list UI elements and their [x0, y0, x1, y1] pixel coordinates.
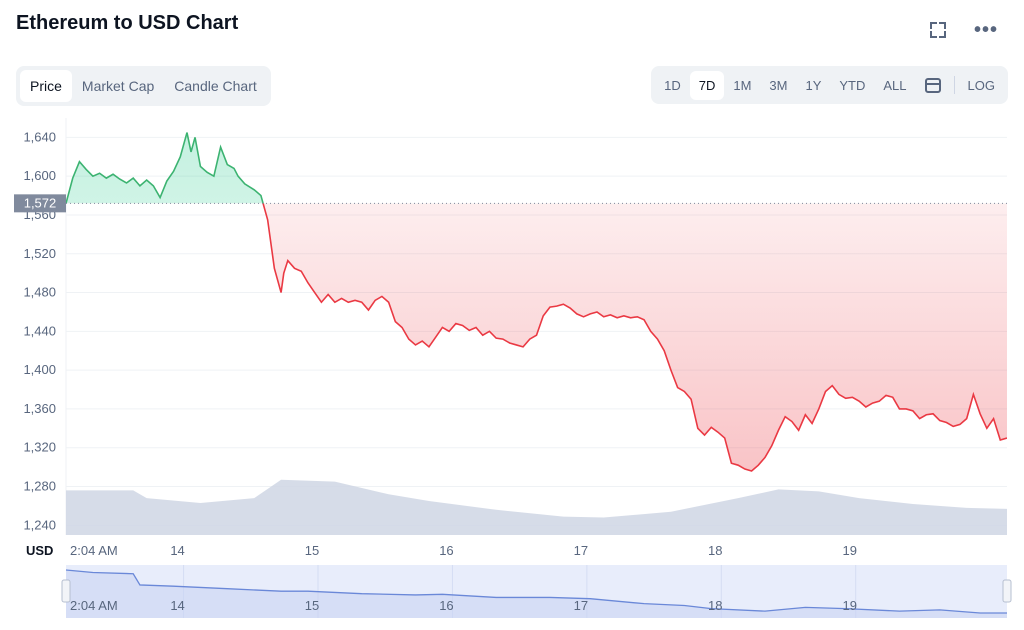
y-tick-label: 1,440	[23, 323, 56, 338]
tab-price[interactable]: Price	[20, 70, 72, 102]
y-tick-label: 1,240	[23, 517, 56, 532]
navigator-area	[66, 569, 1007, 618]
navigator-handle-left[interactable]	[61, 579, 71, 603]
reference-badge	[14, 194, 66, 213]
y-tick-label: 1,400	[23, 362, 56, 377]
navigator-tick-label: 19	[842, 598, 856, 613]
expand-icon[interactable]	[929, 22, 946, 38]
range-3m[interactable]: 3M	[769, 77, 788, 93]
navigator-tick-label: 14	[170, 598, 184, 613]
page-title: Ethereum to USD Chart	[16, 12, 239, 34]
navigator-tick-label: 2:04 AM	[70, 598, 118, 613]
range-1d[interactable]: 1D	[664, 77, 681, 93]
y-tick-label: 1,320	[23, 440, 56, 455]
y-tick-label: 1,360	[23, 401, 56, 416]
x-tick-label: 16	[439, 543, 453, 558]
tab-candle-chart[interactable]: Candle Chart	[174, 78, 257, 94]
x-tick-label: 15	[305, 543, 319, 558]
calendar-icon[interactable]	[924, 77, 941, 93]
price-area-down	[66, 203, 1007, 471]
y-tick-label: 1,640	[23, 129, 56, 144]
tab-market-cap[interactable]: Market Cap	[81, 78, 155, 94]
navigator-tick-label: 15	[305, 598, 319, 613]
price-line-down	[66, 203, 1007, 472]
log-scale-toggle[interactable]: LOG	[967, 77, 995, 93]
navigator-tick-label: 16	[439, 598, 453, 613]
x-tick-label: 14	[170, 543, 184, 558]
currency-label: USD	[26, 543, 53, 558]
chart-type-tabs: Price Market Cap Candle Chart	[16, 66, 271, 106]
range-1m[interactable]: 1M	[733, 77, 752, 93]
x-tick-label: 2:04 AM	[70, 543, 118, 558]
y-tick-label: 1,280	[23, 479, 56, 494]
volume-area	[66, 479, 1007, 535]
time-range-selector: 1D 7D 1M 3M 1Y YTD ALL LOG	[651, 66, 1008, 104]
reference-label: 1,572	[24, 195, 57, 210]
x-tick-label: 19	[842, 543, 856, 558]
y-tick-label: 1,520	[23, 246, 56, 261]
x-tick-label: 17	[574, 543, 588, 558]
price-area-up	[66, 132, 264, 204]
range-7d[interactable]: 7D	[689, 70, 725, 100]
range-divider	[953, 76, 955, 94]
price-line-up	[66, 132, 264, 204]
navigator-tick-label: 18	[708, 598, 722, 613]
range-all[interactable]: ALL	[883, 77, 907, 93]
navigator-handle-right[interactable]	[1002, 579, 1012, 603]
y-tick-label: 1,600	[23, 168, 56, 183]
range-ytd[interactable]: YTD	[839, 77, 866, 93]
top-actions: •••	[929, 20, 998, 40]
x-tick-label: 18	[708, 543, 722, 558]
navigator-line	[65, 569, 1007, 614]
navigator-tick-label: 17	[574, 598, 588, 613]
range-1y[interactable]: 1Y	[805, 77, 822, 93]
y-tick-label: 1,480	[23, 285, 56, 300]
